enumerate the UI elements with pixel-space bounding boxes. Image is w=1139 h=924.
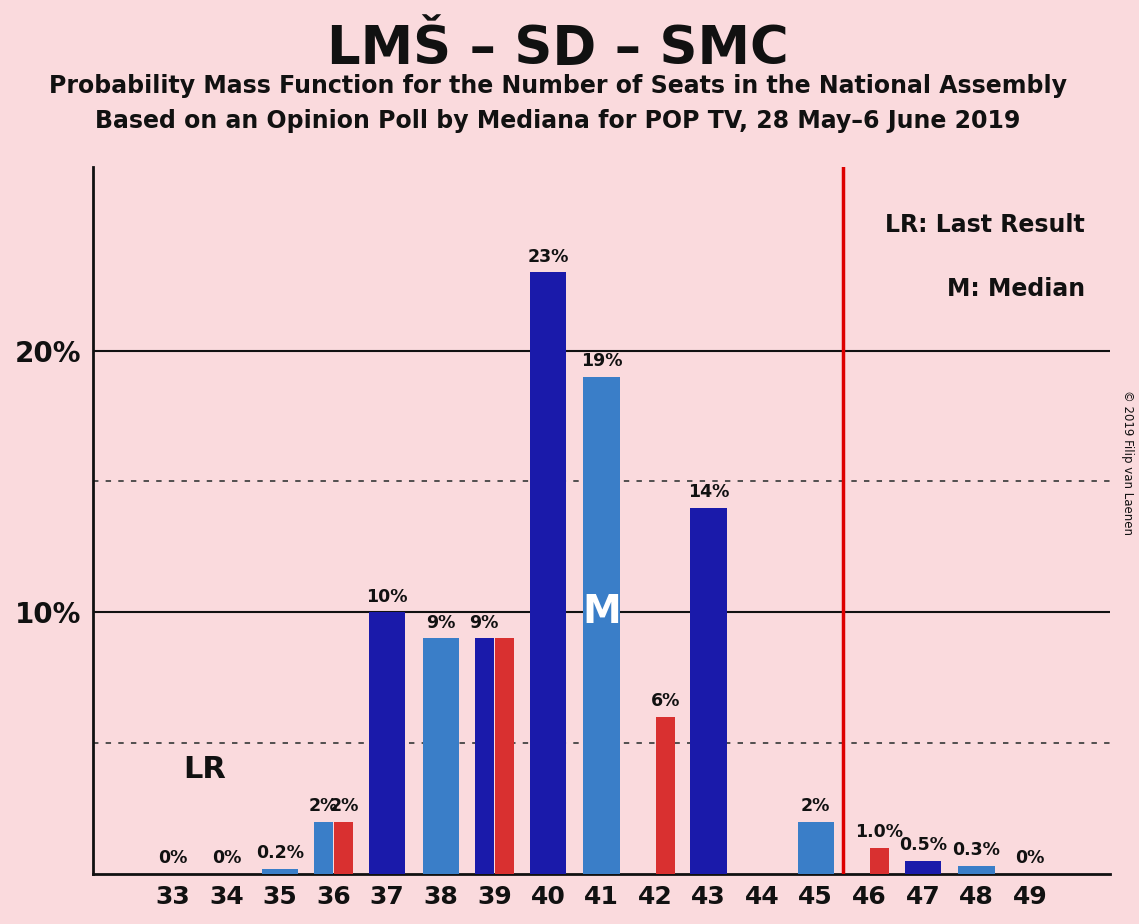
Text: M: Median: M: Median bbox=[947, 277, 1084, 301]
Bar bbox=[904, 861, 941, 874]
Text: 14%: 14% bbox=[688, 483, 729, 501]
Bar bbox=[530, 272, 566, 874]
Text: 2%: 2% bbox=[801, 797, 830, 815]
Text: 0.3%: 0.3% bbox=[952, 842, 1000, 859]
Text: 0%: 0% bbox=[1015, 849, 1044, 868]
Text: Based on an Opinion Poll by Mediana for POP TV, 28 May–6 June 2019: Based on an Opinion Poll by Mediana for … bbox=[96, 109, 1021, 133]
Text: 0%: 0% bbox=[212, 849, 241, 868]
Text: 0.2%: 0.2% bbox=[256, 845, 304, 862]
Bar bbox=[369, 613, 405, 874]
Text: 0%: 0% bbox=[158, 849, 188, 868]
Text: 10%: 10% bbox=[367, 588, 408, 606]
Text: LMŠ – SD – SMC: LMŠ – SD – SMC bbox=[327, 23, 789, 75]
Text: 2%: 2% bbox=[329, 797, 359, 815]
Bar bbox=[656, 717, 674, 874]
Text: Probability Mass Function for the Number of Seats in the National Assembly: Probability Mass Function for the Number… bbox=[49, 74, 1067, 98]
Text: © 2019 Filip van Laenen: © 2019 Filip van Laenen bbox=[1121, 390, 1134, 534]
Text: M: M bbox=[582, 593, 621, 631]
Bar bbox=[870, 847, 888, 874]
Text: 9%: 9% bbox=[469, 614, 499, 632]
Text: 2%: 2% bbox=[309, 797, 338, 815]
Bar bbox=[583, 377, 620, 874]
Bar bbox=[958, 866, 994, 874]
Bar bbox=[690, 507, 727, 874]
Text: 9%: 9% bbox=[426, 614, 456, 632]
Text: 1.0%: 1.0% bbox=[855, 823, 903, 841]
Text: LR: LR bbox=[183, 755, 227, 784]
Bar bbox=[495, 638, 514, 874]
Bar bbox=[314, 821, 333, 874]
Bar bbox=[262, 869, 298, 874]
Text: 0.5%: 0.5% bbox=[899, 836, 947, 855]
Bar bbox=[423, 638, 459, 874]
Bar bbox=[335, 821, 353, 874]
Text: 6%: 6% bbox=[650, 692, 680, 711]
Bar bbox=[475, 638, 493, 874]
Text: 19%: 19% bbox=[581, 352, 622, 371]
Bar bbox=[797, 821, 834, 874]
Text: 23%: 23% bbox=[527, 248, 568, 265]
Text: LR: Last Result: LR: Last Result bbox=[885, 213, 1084, 237]
